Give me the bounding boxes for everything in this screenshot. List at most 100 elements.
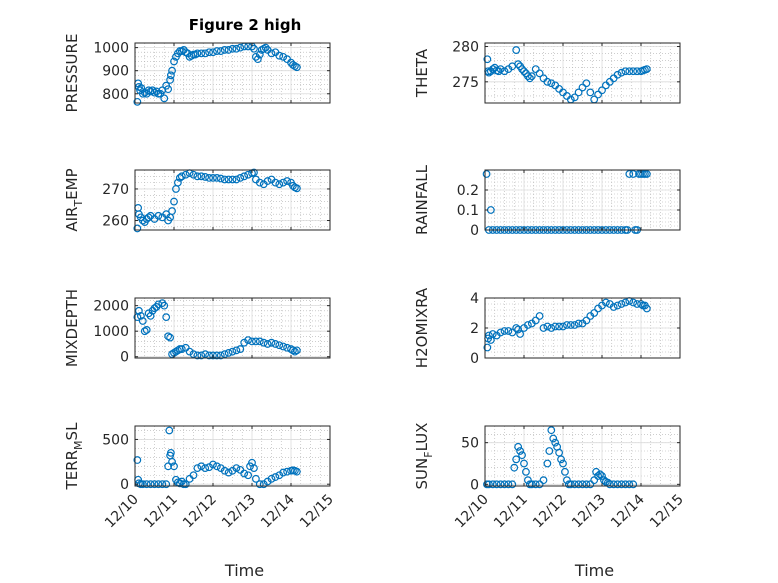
data-point bbox=[142, 480, 151, 489]
data-point bbox=[539, 476, 548, 485]
data-point bbox=[586, 88, 595, 97]
data-point bbox=[181, 480, 190, 489]
data-point bbox=[224, 468, 233, 477]
data-point bbox=[566, 480, 575, 489]
data-point bbox=[621, 480, 630, 489]
data-point bbox=[259, 338, 268, 347]
data-point bbox=[165, 426, 174, 435]
data-point bbox=[150, 480, 159, 489]
data-point bbox=[586, 480, 595, 489]
data-point bbox=[535, 480, 544, 489]
data-point bbox=[512, 455, 521, 464]
y-tick-label: 0 bbox=[470, 223, 479, 239]
data-point bbox=[197, 462, 206, 471]
data-point bbox=[136, 311, 145, 320]
data-point bbox=[138, 317, 147, 325]
data-point bbox=[138, 216, 147, 225]
data-point bbox=[193, 49, 202, 58]
series-mixdepth bbox=[133, 299, 301, 360]
data-point bbox=[551, 322, 560, 331]
data-point bbox=[617, 68, 626, 77]
data-point bbox=[170, 197, 178, 206]
data-point bbox=[146, 311, 155, 320]
data-point bbox=[177, 172, 186, 181]
data-point bbox=[201, 464, 210, 472]
series-theta bbox=[483, 46, 651, 104]
x-tick-label: 12/14 bbox=[258, 491, 298, 531]
data-point bbox=[185, 347, 194, 356]
data-point bbox=[279, 52, 288, 61]
axes-box bbox=[484, 425, 681, 487]
data-point bbox=[621, 298, 630, 307]
data-point bbox=[629, 170, 638, 178]
data-point bbox=[177, 345, 186, 353]
y-axis-label: THETA bbox=[413, 48, 431, 98]
data-point bbox=[613, 480, 622, 489]
x-axis-label: Time bbox=[224, 561, 264, 580]
data-point bbox=[133, 97, 142, 106]
ylabel-part: TERR bbox=[63, 450, 81, 491]
ylabel-subscript: T bbox=[72, 200, 85, 208]
data-point bbox=[209, 48, 217, 57]
data-point bbox=[232, 346, 241, 355]
data-point bbox=[220, 46, 229, 54]
data-point bbox=[261, 43, 270, 52]
data-point bbox=[485, 331, 493, 340]
data-point bbox=[166, 71, 175, 80]
data-point bbox=[168, 457, 176, 466]
x-tick-label: 12/12 bbox=[530, 492, 570, 532]
data-point bbox=[520, 459, 528, 468]
data-point bbox=[240, 338, 249, 347]
data-point bbox=[275, 341, 284, 350]
data-point bbox=[279, 178, 288, 187]
minor-grid bbox=[135, 426, 330, 486]
data-point bbox=[253, 55, 262, 64]
data-point bbox=[582, 316, 591, 325]
data-point bbox=[625, 67, 634, 76]
data-point bbox=[482, 170, 491, 178]
y-axis-label: RAINFALL bbox=[413, 164, 431, 235]
data-point bbox=[271, 340, 280, 348]
data-point bbox=[500, 480, 509, 489]
data-point bbox=[160, 94, 169, 103]
data-point bbox=[175, 479, 184, 488]
data-point bbox=[283, 177, 292, 185]
data-point bbox=[512, 46, 521, 54]
axes-mixdepth: 0 1000 2000 MIXDEPTH bbox=[63, 289, 331, 367]
data-point bbox=[224, 175, 233, 184]
data-point bbox=[168, 207, 176, 215]
axes-box bbox=[134, 42, 331, 104]
data-point bbox=[496, 65, 505, 74]
data-point bbox=[524, 476, 532, 485]
y-tick-label: 280 bbox=[452, 40, 479, 56]
y-tick-label: 275 bbox=[452, 75, 479, 91]
y-tick-label: 0.2 bbox=[457, 183, 479, 199]
data-point bbox=[209, 173, 217, 182]
data-point bbox=[232, 464, 241, 472]
data-point bbox=[250, 168, 258, 177]
data-point bbox=[483, 55, 492, 64]
data-point bbox=[189, 350, 198, 359]
data-point bbox=[625, 480, 634, 489]
data-point bbox=[570, 321, 579, 329]
data-point bbox=[535, 69, 544, 78]
data-point bbox=[193, 464, 202, 472]
data-point bbox=[594, 472, 602, 480]
data-point bbox=[551, 438, 560, 447]
x-tick-label: 12/13 bbox=[219, 492, 259, 532]
axes-box bbox=[134, 425, 331, 487]
data-point bbox=[598, 472, 606, 480]
data-point bbox=[240, 469, 249, 478]
data-point bbox=[570, 480, 579, 489]
data-point bbox=[613, 301, 622, 310]
data-point bbox=[255, 50, 264, 59]
y-tick-label: 270 bbox=[102, 182, 129, 198]
data-point bbox=[527, 480, 536, 489]
data-point bbox=[617, 480, 626, 489]
data-point bbox=[166, 448, 175, 457]
data-point bbox=[566, 321, 575, 329]
data-point bbox=[236, 43, 245, 52]
data-point bbox=[617, 300, 626, 308]
data-point bbox=[291, 347, 299, 356]
